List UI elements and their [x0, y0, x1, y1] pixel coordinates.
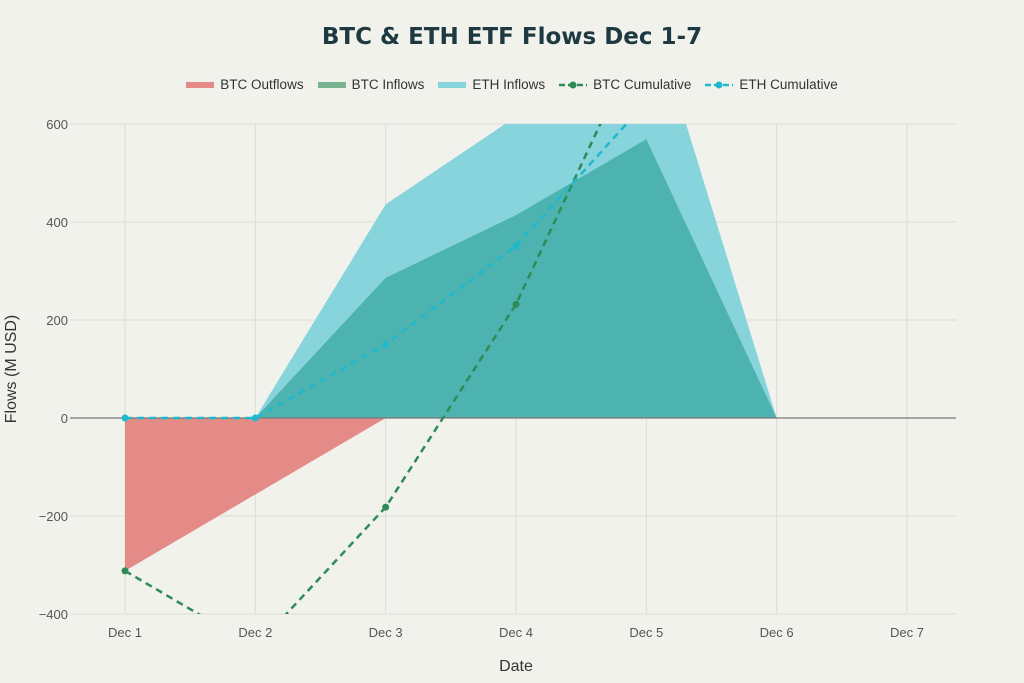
y-tick-label: 400 [46, 215, 68, 230]
legend-item-btc-cumulative[interactable]: BTC Cumulative [559, 77, 691, 92]
y-axis-label: Flows (M USD) [3, 315, 20, 423]
eth-cumulative-point [643, 98, 650, 105]
eth-cumulative-line [125, 124, 629, 420]
btc-cumulative-point [773, 22, 780, 29]
legend-label: ETH Cumulative [739, 77, 838, 92]
btc-cumulative-point [643, 22, 650, 29]
btc-cumulative-point [512, 300, 520, 308]
btc-cumulative-point [252, 644, 259, 651]
eth-cumulative-point [251, 414, 259, 422]
legend-item-btc-outflows[interactable]: BTC Outflows [186, 77, 304, 92]
y-tick-label: 0 [61, 411, 68, 426]
legend-label: BTC Inflows [351, 77, 425, 92]
btc-outflows-area [125, 418, 777, 571]
y-tick-label: −200 [39, 509, 68, 524]
x-tick-label: Dec 5 [629, 625, 663, 640]
legend-line-marker-icon [705, 81, 734, 88]
legend-line-marker-icon [559, 81, 588, 88]
eth-cumulative-point [512, 242, 520, 250]
legend-item-eth-inflows[interactable]: ETH Inflows [438, 77, 545, 92]
y-tick-label: −400 [39, 607, 68, 622]
y-tick-label: 200 [46, 313, 68, 328]
x-tick-label: Dec 1 [108, 625, 142, 640]
x-tick-label: Dec 4 [499, 625, 533, 640]
legend: BTC Outflows BTC Inflows ETH Inflows BTC… [0, 77, 1024, 92]
x-tick-label: Dec 2 [238, 625, 272, 640]
legend-label: BTC Cumulative [593, 77, 692, 92]
legend-swatch [186, 81, 215, 88]
legend-item-btc-inflows[interactable]: BTC Inflows [317, 77, 425, 92]
eth-cumulative-point [121, 414, 129, 422]
x-tick-label: Dec 6 [760, 625, 794, 640]
btc-inflows-area [125, 139, 777, 418]
legend-swatch [438, 81, 467, 88]
legend-label: BTC Outflows [220, 77, 304, 92]
btc-cumulative-point [121, 567, 129, 575]
legend-swatch [317, 81, 346, 88]
x-tick-label: Dec 3 [369, 625, 403, 640]
eth-cumulative-point [382, 341, 390, 348]
y-tick-label: 600 [46, 117, 68, 132]
btc-cumulative-point [382, 503, 390, 511]
legend-item-eth-cumulative[interactable]: ETH Cumulative [705, 77, 838, 92]
x-axis-label: Date [499, 658, 533, 675]
legend-label: ETH Inflows [472, 77, 546, 92]
x-tick-label: Dec 7 [890, 625, 924, 640]
eth-cumulative-point [773, 98, 780, 105]
chart-title: BTC & ETH ETF Flows Dec 1-7 [321, 24, 703, 50]
